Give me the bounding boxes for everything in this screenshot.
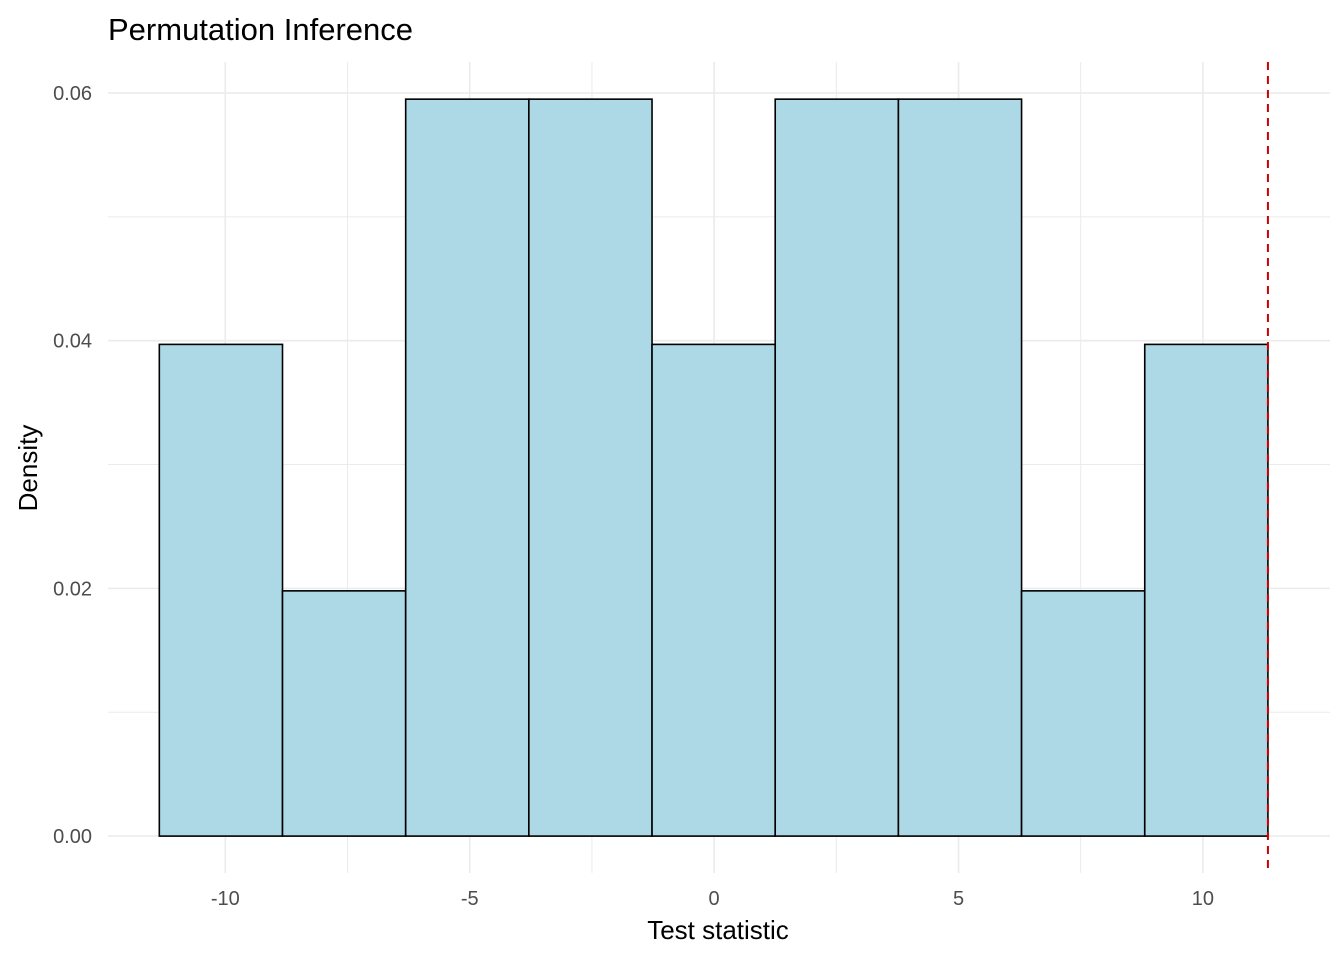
histogram-bar-5 [774, 98, 900, 837]
histogram-bar-4 [651, 343, 777, 837]
y-axis-title: Density [13, 425, 43, 512]
y-tick-label-2: 0.04 [53, 331, 92, 353]
histogram-bar-0 [158, 343, 284, 837]
histogram-bar-7 [1020, 590, 1146, 837]
x-tick-label-0: -10 [211, 888, 240, 910]
histogram-bar-1 [281, 590, 407, 837]
y-tick-label-0: 0.00 [53, 826, 92, 848]
bars-layer [158, 98, 1269, 837]
histogram-bar-2 [404, 98, 530, 837]
histogram-bar-6 [897, 98, 1023, 837]
y-tick-label-3: 0.06 [53, 83, 92, 105]
x-tick-label-2: 0 [709, 888, 720, 910]
x-tick-label-3: 5 [953, 888, 964, 910]
x-tick-label-1: -5 [461, 888, 479, 910]
histogram-bar-3 [528, 98, 653, 837]
histogram-bar-8 [1143, 343, 1269, 837]
x-tick-label-4: 10 [1192, 888, 1214, 910]
chart-title: Permutation Inference [108, 12, 413, 47]
x-axis-title: Test statistic [647, 915, 789, 945]
tick-layer: -10 -5 0 5 10 0.00 0.02 0.04 0.06 [53, 83, 1214, 910]
y-tick-label-1: 0.02 [53, 578, 92, 600]
